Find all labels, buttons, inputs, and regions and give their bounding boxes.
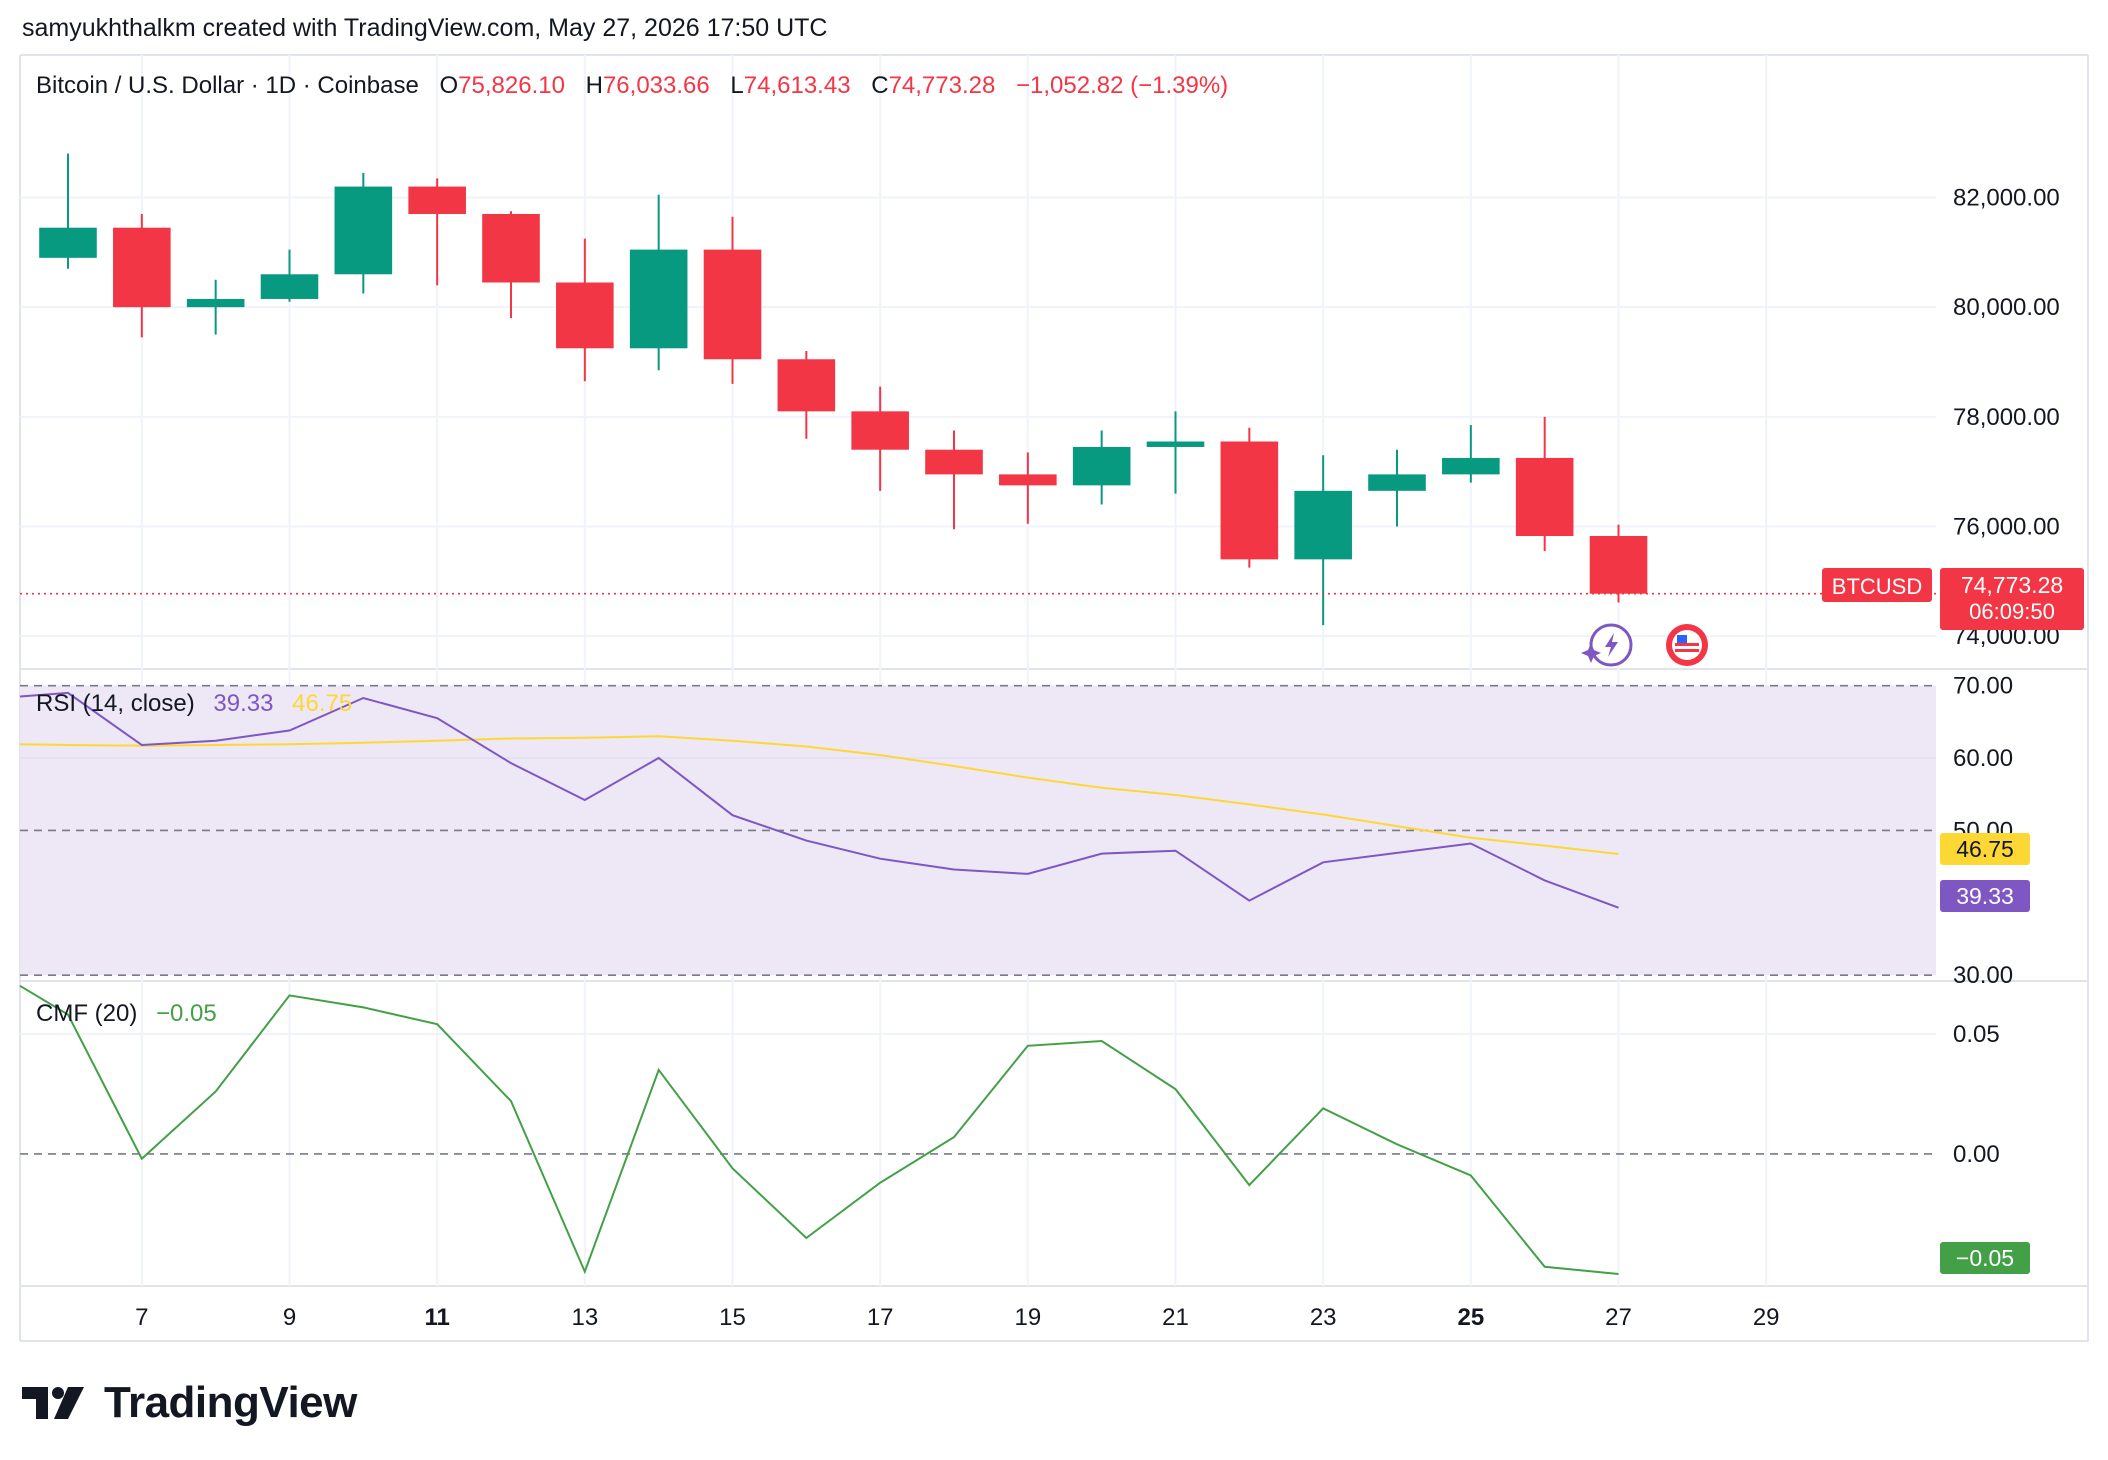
cmf-tick-label: 0.05 xyxy=(1953,1021,2000,1048)
rsi-ma-line xyxy=(19,735,1619,855)
candle-body xyxy=(482,213,540,283)
candle-body xyxy=(1072,446,1131,486)
rsi-series xyxy=(19,691,1619,909)
us-flag-event-icon[interactable] xyxy=(1666,624,1708,666)
candle-body xyxy=(186,298,245,308)
tradingview-logo-icon xyxy=(22,1387,84,1419)
candle-body xyxy=(851,411,909,450)
candle-body xyxy=(334,186,393,275)
x-tick-label: 25 xyxy=(1457,1304,1484,1331)
cmf-tag: −0.05 xyxy=(1940,1242,2030,1274)
x-tick-label: 19 xyxy=(1014,1304,1041,1331)
legend-open-value: 75,826.10 xyxy=(458,72,565,99)
rsi-band xyxy=(20,684,1936,977)
rsi-tick-label: 30.00 xyxy=(1953,962,2013,989)
tradingview-wordmark: TradingView xyxy=(104,1378,357,1427)
candle-body xyxy=(777,359,836,412)
price-tick-label: 82,000.00 xyxy=(1953,185,2060,212)
candle-body xyxy=(1220,441,1279,560)
x-tick-label: 15 xyxy=(719,1304,746,1331)
cmf-legend: CMF (20) −0.05 xyxy=(36,1000,217,1027)
x-tick-label: 29 xyxy=(1753,1304,1780,1331)
x-tick-label: 7 xyxy=(135,1304,148,1331)
chart-canvas[interactable]: 7 9 11 13 15 17 19 21 23 25 27 2974,000.0076,000.00… xyxy=(0,0,2108,1370)
rsi-ma-value: 46.75 xyxy=(292,690,352,717)
candle-body xyxy=(1146,441,1205,447)
x-tick-label: 9 xyxy=(283,1304,296,1331)
rsi-tick-label: 60.00 xyxy=(1953,745,2013,772)
tradingview-logo[interactable]: TradingView xyxy=(22,1378,357,1428)
grid-lines xyxy=(20,55,1936,1286)
price-tag-price: 74,773.28 xyxy=(1961,572,2063,598)
legend-low-label: L xyxy=(730,72,743,99)
price-tag-symbol: BTCUSD xyxy=(1832,574,1922,599)
price-tick-label: 78,000.00 xyxy=(1953,404,2060,431)
x-tick-label: 17 xyxy=(867,1304,894,1331)
rsi-tick-label: 70.00 xyxy=(1953,673,2013,700)
cmf-tag-value: −0.05 xyxy=(1956,1245,2014,1271)
candle-body xyxy=(260,274,319,299)
rsi-ma-tag-value: 46.75 xyxy=(1956,836,2014,862)
legend-high-label: H xyxy=(586,72,603,99)
cmf-value: −0.05 xyxy=(156,1000,217,1027)
candle-body xyxy=(1294,490,1352,560)
cmf-title: CMF (20) xyxy=(36,1000,137,1027)
price-tick-label: 76,000.00 xyxy=(1953,513,2060,540)
price-legend: Bitcoin / U.S. Dollar · 1D · Coinbase O7… xyxy=(36,72,1228,99)
x-tick-label: 27 xyxy=(1605,1304,1632,1331)
rsi-ma-tag: 46.75 xyxy=(1940,833,2030,865)
rsi-legend: RSI (14, close) 39.33 46.75 xyxy=(36,690,352,717)
rsi-value: 39.33 xyxy=(213,690,273,717)
x-tick-label: 13 xyxy=(571,1304,598,1331)
candle-body xyxy=(556,282,614,349)
price-tag-countdown: 06:09:50 xyxy=(1969,599,2055,624)
legend-close-value: 74,773.28 xyxy=(889,72,996,99)
candle-body xyxy=(408,186,466,214)
legend-high-value: 76,033.66 xyxy=(603,72,710,99)
candle-body xyxy=(1515,457,1574,536)
cmf-line xyxy=(19,984,1619,1275)
x-tick-label: 21 xyxy=(1162,1304,1189,1331)
legend-change: −1,052.82 (−1.39%) xyxy=(1016,72,1228,99)
ai-sparkle-icon[interactable] xyxy=(1581,623,1633,667)
price-tag: BTCUSD 74,773.28 06:09:50 xyxy=(1822,568,2084,630)
legend-symbol: Bitcoin / U.S. Dollar · 1D · Coinbase xyxy=(36,72,419,99)
candle-body xyxy=(1589,535,1648,594)
legend-open-label: O xyxy=(439,72,458,99)
x-tick-label: 23 xyxy=(1310,1304,1337,1331)
candle-body xyxy=(1442,457,1500,475)
rsi-title: RSI (14, close) xyxy=(36,690,195,717)
creator-line: samyukhthalkm created with TradingView.c… xyxy=(22,14,828,42)
price-tick-label: 80,000.00 xyxy=(1953,294,2060,321)
cmf-series xyxy=(19,984,1619,1275)
rsi-line xyxy=(19,691,1619,909)
candle-body xyxy=(113,227,171,308)
candle-body xyxy=(703,249,762,360)
candle-body xyxy=(629,249,688,349)
candle-body xyxy=(999,474,1057,486)
cmf-tick-label: 0.00 xyxy=(1953,1141,2000,1168)
legend-low-value: 74,613.43 xyxy=(744,72,851,99)
legend-close-label: C xyxy=(871,72,888,99)
rsi-tag: 39.33 xyxy=(1940,880,2030,912)
candle-body xyxy=(925,449,983,475)
candle-series xyxy=(39,153,1648,626)
candle-body xyxy=(39,227,97,258)
candle-body xyxy=(1368,474,1426,491)
x-tick-label: 11 xyxy=(424,1304,449,1331)
rsi-tag-value: 39.33 xyxy=(1956,883,2014,909)
